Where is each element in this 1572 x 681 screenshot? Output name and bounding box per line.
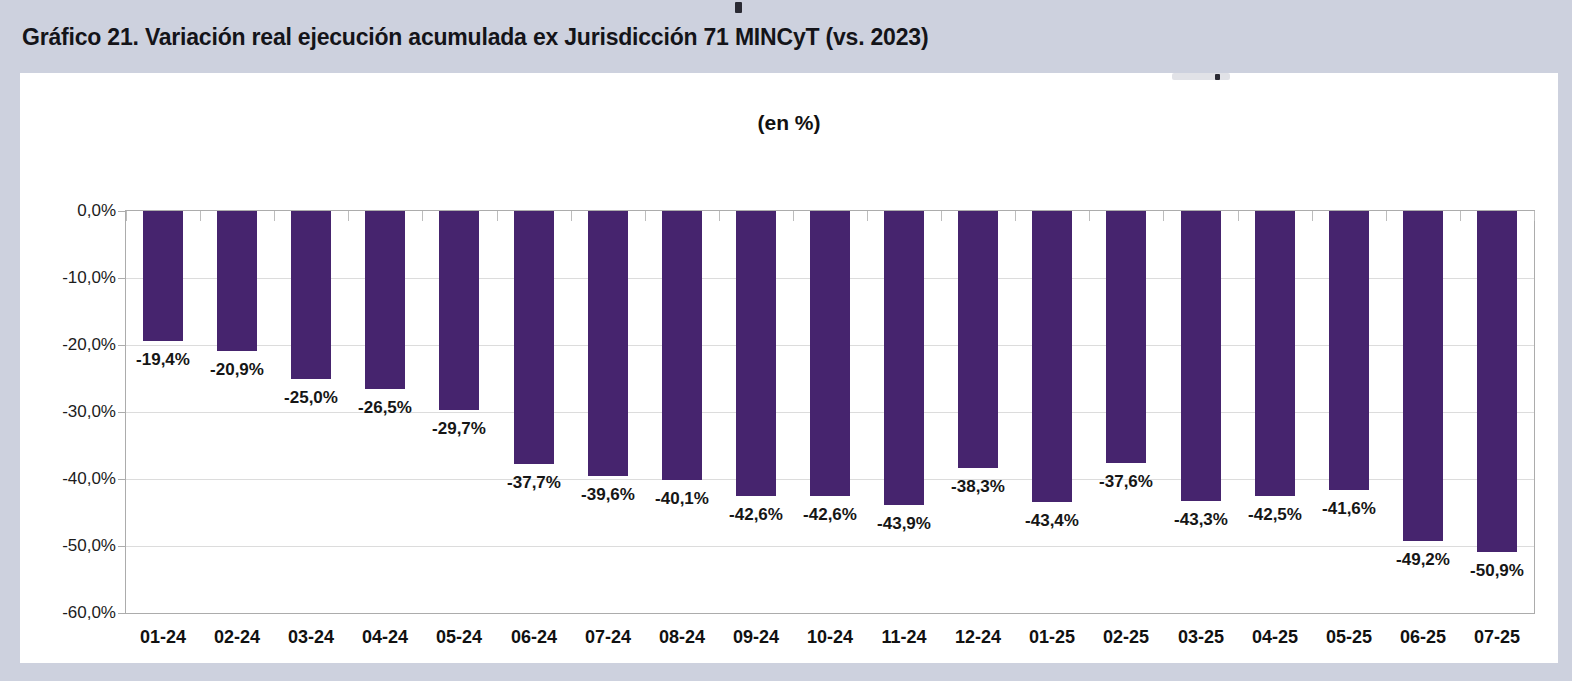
category-tick bbox=[645, 211, 646, 221]
data-label: -38,3% bbox=[928, 477, 1028, 497]
data-label: -26,5% bbox=[335, 398, 435, 418]
data-label: -20,9% bbox=[187, 360, 287, 380]
data-label: -29,7% bbox=[409, 419, 509, 439]
category-tick bbox=[867, 211, 868, 221]
bar-04-25 bbox=[1255, 211, 1295, 496]
bar-08-24 bbox=[662, 211, 702, 480]
bar-09-24 bbox=[736, 211, 776, 496]
bar-03-25 bbox=[1181, 211, 1221, 501]
category-tick bbox=[1238, 211, 1239, 221]
clipped-text-artifact bbox=[1172, 73, 1230, 80]
data-label: -41,6% bbox=[1299, 499, 1399, 519]
x-axis-label: 07-25 bbox=[1447, 627, 1547, 648]
category-tick bbox=[200, 211, 201, 221]
bar-01-25 bbox=[1032, 211, 1072, 502]
category-tick bbox=[1089, 211, 1090, 221]
y-axis-label: -10,0% bbox=[26, 268, 126, 288]
bar-07-25 bbox=[1477, 211, 1517, 552]
category-tick bbox=[571, 211, 572, 221]
bar-03-24 bbox=[291, 211, 331, 379]
figure-title: Gráfico 21. Variación real ejecución acu… bbox=[22, 24, 1542, 51]
bar-12-24 bbox=[958, 211, 998, 468]
page-background: { "page": { "background_color": "#CDD1DE… bbox=[0, 0, 1572, 681]
category-tick bbox=[941, 211, 942, 221]
bar-05-24 bbox=[439, 211, 479, 410]
bar-06-24 bbox=[514, 211, 554, 464]
category-tick bbox=[1163, 211, 1164, 221]
category-tick bbox=[497, 211, 498, 221]
bar-11-24 bbox=[884, 211, 924, 505]
y-axis-label: -30,0% bbox=[26, 402, 126, 422]
category-tick bbox=[1386, 211, 1387, 221]
category-tick bbox=[126, 211, 127, 221]
category-tick bbox=[422, 211, 423, 221]
clipped-text-artifact bbox=[1215, 74, 1220, 80]
category-tick bbox=[793, 211, 794, 221]
bar-02-25 bbox=[1106, 211, 1146, 463]
bar-06-25 bbox=[1403, 211, 1443, 541]
y-axis-label: -50,0% bbox=[26, 536, 126, 556]
y-gridline bbox=[126, 546, 1534, 547]
bar-10-24 bbox=[810, 211, 850, 496]
bar-04-24 bbox=[365, 211, 405, 389]
y-axis-label: -20,0% bbox=[26, 335, 126, 355]
category-tick bbox=[274, 211, 275, 221]
category-tick bbox=[348, 211, 349, 221]
bar-07-24 bbox=[588, 211, 628, 476]
clipped-text-artifact bbox=[735, 2, 742, 13]
data-label: -37,6% bbox=[1076, 472, 1176, 492]
y-axis-label: -60,0% bbox=[26, 603, 126, 623]
data-label: -43,9% bbox=[854, 514, 954, 534]
y-axis-label: -40,0% bbox=[26, 469, 126, 489]
plot-area: 0,0%-10,0%-20,0%-30,0%-40,0%-50,0%-60,0%… bbox=[125, 210, 1535, 614]
category-tick bbox=[1312, 211, 1313, 221]
data-label: -43,4% bbox=[1002, 511, 1102, 531]
chart-subtitle: (en %) bbox=[20, 111, 1558, 135]
bar-02-24 bbox=[217, 211, 257, 351]
category-tick bbox=[1460, 211, 1461, 221]
y-axis-label: 0,0% bbox=[26, 201, 126, 221]
category-tick bbox=[1534, 211, 1535, 221]
category-tick bbox=[719, 211, 720, 221]
category-tick bbox=[1015, 211, 1016, 221]
data-label: -50,9% bbox=[1447, 561, 1547, 581]
bar-01-24 bbox=[143, 211, 183, 341]
bar-05-25 bbox=[1329, 211, 1369, 490]
chart-panel: (en %) 0,0%-10,0%-20,0%-30,0%-40,0%-50,0… bbox=[20, 73, 1558, 663]
